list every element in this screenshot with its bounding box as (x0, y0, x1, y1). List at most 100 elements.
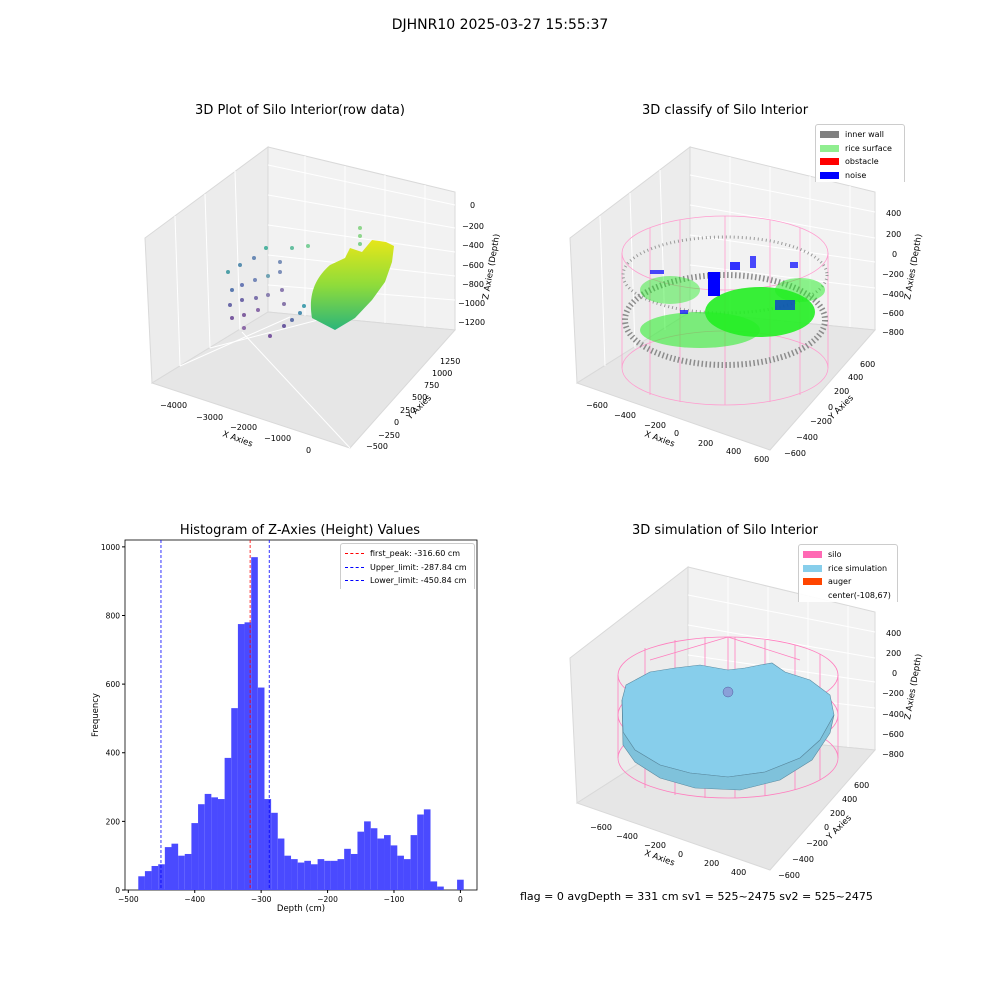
histogram-bar (457, 879, 464, 890)
svg-text:600: 600 (754, 455, 769, 464)
x-tick-label: −500 (118, 895, 139, 904)
svg-text:−400: −400 (882, 710, 904, 719)
histogram-bar (217, 799, 225, 890)
svg-text:−3000: −3000 (196, 413, 223, 422)
figure-title: DJHNR10 2025-03-27 15:55:37 (391, 17, 609, 33)
svg-text:−600: −600 (462, 261, 484, 270)
classify-plot-title: 3D classify of Silo Interior (641, 103, 809, 118)
histogram-bar (271, 812, 278, 890)
histogram-bars (138, 557, 464, 890)
sim-z-label: Z Axies (Depth) (903, 653, 924, 720)
svg-text:200: 200 (704, 859, 719, 868)
histogram-title: Histogram of Z-Axies (Height) Values (179, 523, 421, 538)
y-tick-label: 200 (106, 817, 121, 826)
svg-text:−200: −200 (644, 841, 666, 850)
svg-text:−4000: −4000 (160, 401, 187, 410)
svg-text:400: 400 (886, 629, 901, 638)
legend-item-inner-wall: inner wall (820, 128, 898, 142)
x-tick-label: −400 (184, 895, 205, 904)
svg-text:400: 400 (731, 868, 746, 877)
histogram-vlines (160, 540, 270, 890)
classify-inner-wall-points (621, 235, 829, 368)
svg-text:400: 400 (726, 447, 741, 456)
svg-text:600: 600 (860, 360, 875, 369)
legend-item-obstacle: obstacle (820, 155, 898, 169)
histogram-y-label: Frequency (91, 693, 101, 737)
histogram-bar (184, 853, 192, 890)
svg-text:−800: −800 (882, 750, 904, 759)
svg-text:−200: −200 (810, 417, 832, 426)
histogram-bar (344, 848, 351, 890)
histogram-bar (304, 860, 311, 890)
svg-text:200: 200 (698, 439, 713, 448)
svg-text:0: 0 (394, 418, 399, 427)
raw-scatter-points (226, 226, 362, 338)
raw-x-label: X Axies (221, 429, 254, 449)
raw-z-ticks: 0 −200 −400 −600 −800 −1000 −1200 (458, 201, 485, 327)
svg-text:200: 200 (886, 230, 901, 239)
svg-text:−200: −200 (644, 421, 666, 430)
sim-z-ticks: 400 200 0 −200 −400 −600 −800 (882, 629, 904, 759)
sim-x-ticks: −600 −400 −200 0 200 400 (590, 823, 746, 877)
x-tick-label: −100 (384, 895, 405, 904)
svg-text:0: 0 (892, 250, 897, 259)
histogram-bar (138, 876, 145, 890)
histogram-bar (237, 624, 245, 890)
svg-text:−250: −250 (378, 431, 400, 440)
svg-text:−600: −600 (590, 823, 612, 832)
svg-text:−400: −400 (792, 855, 814, 864)
svg-text:400: 400 (842, 795, 857, 804)
sim-center-marker (722, 686, 734, 698)
svg-text:−800: −800 (462, 280, 484, 289)
histogram-bar (297, 862, 305, 890)
histogram-bar (204, 793, 212, 890)
y-tick-label: 1000 (101, 543, 120, 552)
histogram-bar (337, 859, 345, 890)
y-tick-label: 0 (115, 886, 120, 895)
svg-text:0: 0 (306, 446, 311, 455)
classify-noise-points (650, 256, 798, 314)
status-footer: flag = 0 avgDepth = 331 cm sv1 = 525~247… (520, 890, 873, 903)
classify-y-ticks: −600 −400 −200 0 200 400 600 (784, 360, 875, 458)
legend-item-noise: noise (820, 169, 898, 183)
svg-text:−400: −400 (882, 290, 904, 299)
legend-item-first-peak: first_peak: -316.60 cm (345, 547, 468, 561)
svg-text:200: 200 (834, 387, 849, 396)
svg-text:0: 0 (828, 403, 833, 412)
histogram-bar (357, 831, 365, 890)
legend-item-rice-simulation: rice simulation (803, 562, 891, 576)
raw-surface-blob (310, 240, 394, 330)
histogram-bar (370, 828, 378, 890)
svg-text:−600: −600 (882, 309, 904, 318)
svg-text:−500: −500 (366, 442, 388, 451)
x-tick-label: −300 (251, 895, 272, 904)
histogram-bar (198, 804, 205, 890)
histogram-bar (257, 687, 265, 890)
classify-x-label: X Axies (643, 429, 676, 449)
classify-z-ticks: 400 200 0 −200 −400 −600 −800 (882, 209, 904, 337)
svg-text:200: 200 (830, 809, 845, 818)
histogram-bar (403, 859, 411, 890)
raw-plot-title: 3D Plot of Silo Interior(row data) (195, 103, 405, 118)
histogram-y-ticks: 0 200 400 600 800 1000 (101, 543, 125, 895)
svg-text:0: 0 (824, 823, 829, 832)
histogram-bar (324, 860, 331, 890)
histogram-bar (277, 838, 285, 890)
histogram-bar (384, 835, 391, 890)
histogram-bar (144, 871, 152, 890)
histogram-bar (291, 859, 298, 890)
legend-item-center: center(-108,67) (828, 590, 891, 600)
histogram-bar (244, 622, 252, 890)
histogram-bar (390, 845, 398, 890)
classify-grid (599, 157, 876, 367)
svg-text:−1000: −1000 (264, 434, 291, 443)
svg-text:−400: −400 (614, 411, 636, 420)
histogram-bar (178, 855, 185, 890)
svg-text:250: 250 (400, 406, 415, 415)
histogram-bar (364, 821, 371, 890)
histogram-legend: first_peak: -316.60 cm Upper_limit: -287… (340, 543, 475, 589)
histogram-chart: −500 −400 −300 −200 −100 0 02004006008001000 … (91, 539, 478, 914)
x-tick-label: −200 (317, 895, 338, 904)
svg-text:−200: −200 (882, 689, 904, 698)
svg-text:−400: −400 (796, 433, 818, 442)
